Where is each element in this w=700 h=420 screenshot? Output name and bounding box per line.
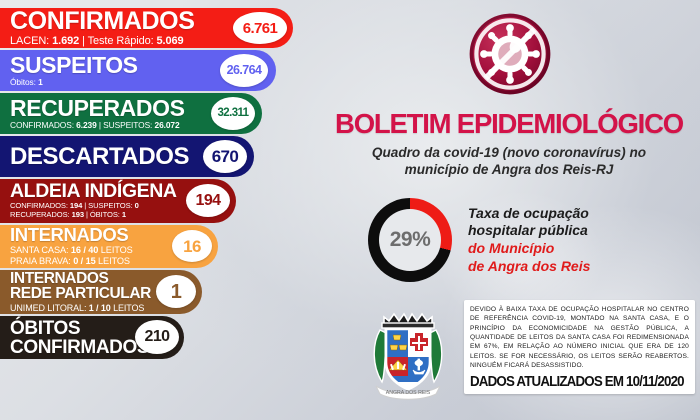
- stat-value-badge: 26.764: [220, 54, 268, 87]
- stat-labels: CONFIRMADOS LACEN: 1.692 | Teste Rápido:…: [10, 6, 195, 48]
- stat-value-badge: 194: [186, 184, 230, 217]
- stat-labels: SUSPEITOS Óbitos: 1: [10, 51, 138, 88]
- stat-value-badge: 670: [203, 140, 247, 173]
- occupancy-caption: Taxa de ocupação hospitalar pública do M…: [468, 205, 590, 276]
- stat-title: INTERNADOS: [10, 223, 129, 245]
- headline-block: BOLETIM EPIDEMIOLÓGICO Quadro da covid-1…: [320, 110, 698, 178]
- angra-dos-reis-coat-of-arms-icon: ANGRA DOS REIS: [362, 304, 454, 400]
- stat-value-badge: 1: [156, 275, 196, 308]
- stat-labels: ALDEIA INDÍGENA CONFIRMADOS: 194 | SUSPE…: [10, 179, 177, 220]
- stat-title: SUSPEITOS: [10, 51, 138, 78]
- stat-labels: RECUPERADOS CONFIRMADOS: 6.239 | SUSPEIT…: [10, 94, 185, 131]
- stat-bar-descartados: DESCARTADOS 670: [0, 136, 254, 177]
- stat-bar-aldeia-indigena: ALDEIA INDÍGENA CONFIRMADOS: 194 | SUSPE…: [0, 179, 236, 223]
- occupancy-percent-label: 29%: [389, 228, 431, 251]
- stat-title: ALDEIA INDÍGENA: [10, 179, 177, 202]
- subtitle-line-1: Quadro da covid-19 (novo coronavírus) no: [371, 144, 647, 160]
- stat-subtext: CONFIRMADOS: 6.239 | SUSPEITOS: 26.072: [10, 119, 180, 130]
- stat-bar-confirmados: CONFIRMADOS LACEN: 1.692 | Teste Rápido:…: [0, 8, 293, 48]
- stat-value-badge: 6.761: [233, 12, 287, 44]
- stat-value-badge: 210: [135, 320, 179, 354]
- disclaimer-note-box: DEVIDO À BAIXA TAXA DE OCUPAÇÃO HOSPITAL…: [464, 300, 695, 394]
- occupancy-caption-line-1: Taxa de ocupação: [468, 204, 589, 221]
- svg-text:ANGRA DOS REIS: ANGRA DOS REIS: [386, 390, 431, 396]
- last-updated-label: DADOS ATUALIZADOS EM 10/11/2020: [470, 373, 685, 390]
- stat-subtext: UNIMED LITORAL: 1 / 10 LEITOS: [10, 302, 145, 313]
- stat-labels: ÓBITOS CONFIRMADOS: [10, 317, 150, 358]
- page-title: BOLETIM EPIDEMIOLÓGICO: [335, 108, 684, 139]
- stat-bar-internados: INTERNADOS SANTA CASA: 16 / 40 LEITOS PRA…: [0, 225, 218, 268]
- page-subtitle: Quadro da covid-19 (novo coronavírus) no…: [320, 144, 698, 178]
- stat-bar-recuperados: RECUPERADOS CONFIRMADOS: 6.239 | SUSPEIT…: [0, 93, 262, 134]
- occupancy-caption-line-4: de Angra dos Reis: [468, 257, 591, 274]
- stat-title: ÓBITOS CONFIRMADOS: [10, 317, 150, 358]
- stat-subtext: SANTA CASA: 16 / 40 LEITOS PRAIA BRAVA: 0…: [10, 245, 133, 267]
- stats-bar-list: CONFIRMADOS LACEN: 1.692 | Teste Rápido:…: [0, 8, 300, 361]
- disclaimer-text: DEVIDO À BAIXA TAXA DE OCUPAÇÃO HOSPITAL…: [470, 306, 689, 370]
- stat-labels: INTERNADOS REDE PARTICULAR UNIMED LITORAL…: [10, 269, 151, 314]
- stat-title: DESCARTADOS: [10, 142, 190, 170]
- stat-labels: INTERNADOS SANTA CASA: 16 / 40 LEITOS PRA…: [10, 223, 133, 267]
- occupancy-donut-chart: 29%: [368, 198, 452, 282]
- stat-title: CONFIRMADOS: [10, 6, 195, 35]
- stat-bar-obitos-confirmados: ÓBITOS CONFIRMADOS 210: [0, 316, 184, 359]
- stat-value-badge: 32.311: [211, 97, 255, 130]
- stat-subtext: LACEN: 1.692 | Teste Rápido: 5.069: [10, 34, 184, 47]
- stat-labels: DESCARTADOS: [10, 142, 190, 170]
- occupancy-caption-line-2: hospitalar pública: [468, 222, 588, 239]
- stat-title: RECUPERADOS: [10, 94, 185, 121]
- stat-title: INTERNADOS REDE PARTICULAR: [10, 269, 151, 303]
- occupancy-caption-line-3: do Município: [468, 240, 555, 256]
- stat-subtext: Óbitos: 1: [10, 76, 43, 87]
- stat-bar-internados-rede-particular: INTERNADOS REDE PARTICULAR UNIMED LITORAL…: [0, 270, 202, 314]
- subtitle-line-2: município de Angra dos Reis-RJ: [404, 161, 614, 177]
- hospital-occupancy-block: 29% Taxa de ocupação hospitalar pública …: [368, 198, 590, 282]
- no-coronavirus-icon: [468, 12, 552, 96]
- stat-subtext: CONFIRMADOS: 194 | SUSPEITOS: 0 RECUPERAD…: [10, 201, 139, 220]
- stat-value-badge: 16: [172, 230, 212, 262]
- stat-bar-suspeitos: SUSPEITOS Óbitos: 1 26.764: [0, 50, 276, 91]
